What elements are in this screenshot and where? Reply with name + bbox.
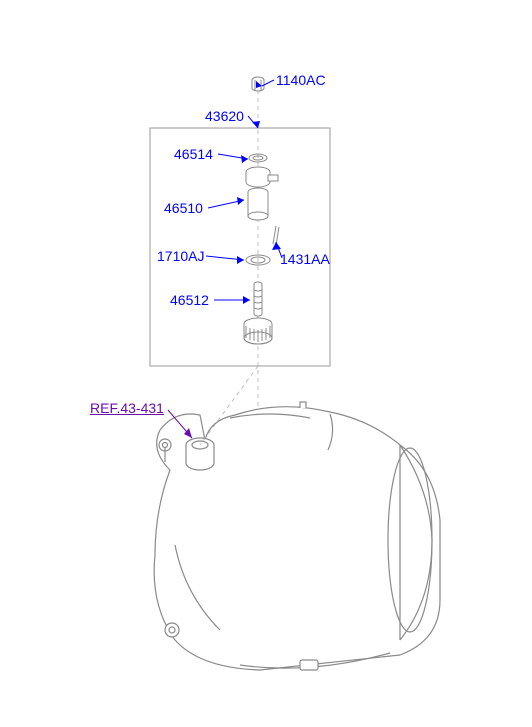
part-gear-shaft: [244, 282, 272, 344]
part-housing: [154, 402, 440, 670]
label-ref-43-431[interactable]: REF.43-431: [90, 400, 164, 416]
label-1140ac[interactable]: 1140AC: [276, 72, 326, 88]
label-1710aj[interactable]: 1710AJ: [157, 248, 204, 264]
subassembly-panel: [150, 128, 330, 366]
label-46514[interactable]: 46514: [174, 146, 213, 162]
exploded-diagram: [0, 0, 532, 727]
label-46510[interactable]: 46510: [164, 200, 203, 216]
label-43620[interactable]: 43620: [205, 108, 244, 124]
label-46512[interactable]: 46512: [170, 292, 209, 308]
part-sleeve: [246, 167, 278, 220]
label-1431aa[interactable]: 1431AA: [280, 251, 330, 267]
